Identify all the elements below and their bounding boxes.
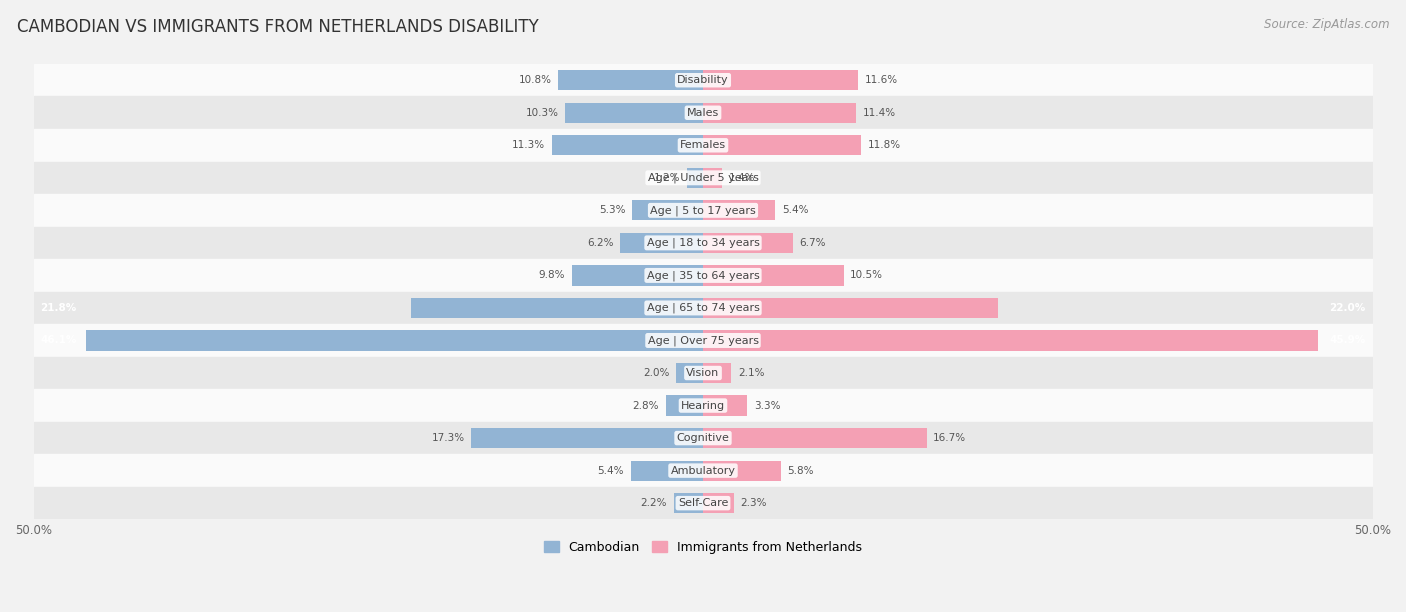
Bar	[86, 330, 703, 351]
Bar	[411, 298, 703, 318]
Text: 3.3%: 3.3%	[754, 400, 780, 411]
Bar	[703, 298, 998, 318]
Text: 45.9%: 45.9%	[1330, 335, 1365, 346]
Text: Disability: Disability	[678, 75, 728, 85]
Bar	[688, 168, 703, 188]
Bar	[703, 70, 858, 91]
Text: Age | 5 to 17 years: Age | 5 to 17 years	[650, 205, 756, 215]
Bar	[558, 70, 703, 91]
Bar	[34, 487, 1372, 520]
Text: 5.4%: 5.4%	[782, 206, 808, 215]
Text: Age | Under 5 years: Age | Under 5 years	[648, 173, 758, 183]
Bar	[703, 103, 856, 123]
Bar	[676, 363, 703, 383]
Bar	[703, 363, 731, 383]
Text: 9.8%: 9.8%	[538, 271, 565, 280]
Text: 22.0%: 22.0%	[1330, 303, 1365, 313]
Bar	[703, 233, 793, 253]
Bar	[34, 129, 1372, 162]
Bar	[471, 428, 703, 448]
Bar	[34, 97, 1372, 129]
Bar	[703, 395, 747, 416]
Text: 10.8%: 10.8%	[519, 75, 551, 85]
Text: Self-Care: Self-Care	[678, 498, 728, 508]
Bar	[703, 135, 860, 155]
Bar	[34, 162, 1372, 194]
Text: 46.1%: 46.1%	[41, 335, 76, 346]
Text: 21.8%: 21.8%	[41, 303, 76, 313]
Text: Age | Over 75 years: Age | Over 75 years	[648, 335, 758, 346]
Text: Males: Males	[688, 108, 718, 118]
Text: 6.7%: 6.7%	[800, 238, 825, 248]
Bar	[620, 233, 703, 253]
Text: Source: ZipAtlas.com: Source: ZipAtlas.com	[1264, 18, 1389, 31]
Bar	[572, 266, 703, 286]
Bar	[703, 168, 721, 188]
Bar	[34, 389, 1372, 422]
Legend: Cambodian, Immigrants from Netherlands: Cambodian, Immigrants from Netherlands	[538, 536, 868, 559]
Bar	[34, 226, 1372, 259]
Text: 5.4%: 5.4%	[598, 466, 624, 476]
Text: 10.5%: 10.5%	[851, 271, 883, 280]
Text: 2.3%: 2.3%	[741, 498, 768, 508]
Text: 2.8%: 2.8%	[633, 400, 659, 411]
Bar	[34, 64, 1372, 97]
Bar	[631, 460, 703, 480]
Bar	[703, 493, 734, 513]
Text: 11.4%: 11.4%	[862, 108, 896, 118]
Text: 1.2%: 1.2%	[654, 173, 681, 183]
Text: 2.0%: 2.0%	[643, 368, 669, 378]
Bar	[703, 460, 780, 480]
Text: 5.3%: 5.3%	[599, 206, 626, 215]
Bar	[34, 292, 1372, 324]
Text: Age | 35 to 64 years: Age | 35 to 64 years	[647, 270, 759, 281]
Text: 10.3%: 10.3%	[526, 108, 558, 118]
Bar	[703, 266, 844, 286]
Bar	[703, 200, 775, 220]
Bar	[34, 194, 1372, 226]
Text: 17.3%: 17.3%	[432, 433, 464, 443]
Text: 6.2%: 6.2%	[586, 238, 613, 248]
Text: 1.4%: 1.4%	[728, 173, 755, 183]
Text: 11.8%: 11.8%	[868, 140, 901, 151]
Text: Age | 18 to 34 years: Age | 18 to 34 years	[647, 237, 759, 248]
Bar	[565, 103, 703, 123]
Text: 2.1%: 2.1%	[738, 368, 765, 378]
Bar	[633, 200, 703, 220]
Text: Females: Females	[681, 140, 725, 151]
Text: Hearing: Hearing	[681, 400, 725, 411]
Text: Cognitive: Cognitive	[676, 433, 730, 443]
Bar	[34, 259, 1372, 292]
Bar	[551, 135, 703, 155]
Bar	[34, 422, 1372, 454]
Text: Vision: Vision	[686, 368, 720, 378]
Bar	[703, 330, 1317, 351]
Text: 11.6%: 11.6%	[865, 75, 898, 85]
Text: 11.3%: 11.3%	[512, 140, 546, 151]
Bar	[34, 324, 1372, 357]
Text: CAMBODIAN VS IMMIGRANTS FROM NETHERLANDS DISABILITY: CAMBODIAN VS IMMIGRANTS FROM NETHERLANDS…	[17, 18, 538, 36]
Text: Ambulatory: Ambulatory	[671, 466, 735, 476]
Bar	[703, 428, 927, 448]
Text: 2.2%: 2.2%	[640, 498, 666, 508]
Text: Age | 65 to 74 years: Age | 65 to 74 years	[647, 303, 759, 313]
Bar	[34, 454, 1372, 487]
Bar	[673, 493, 703, 513]
Text: 16.7%: 16.7%	[934, 433, 966, 443]
Bar	[665, 395, 703, 416]
Text: 5.8%: 5.8%	[787, 466, 814, 476]
Bar	[34, 357, 1372, 389]
